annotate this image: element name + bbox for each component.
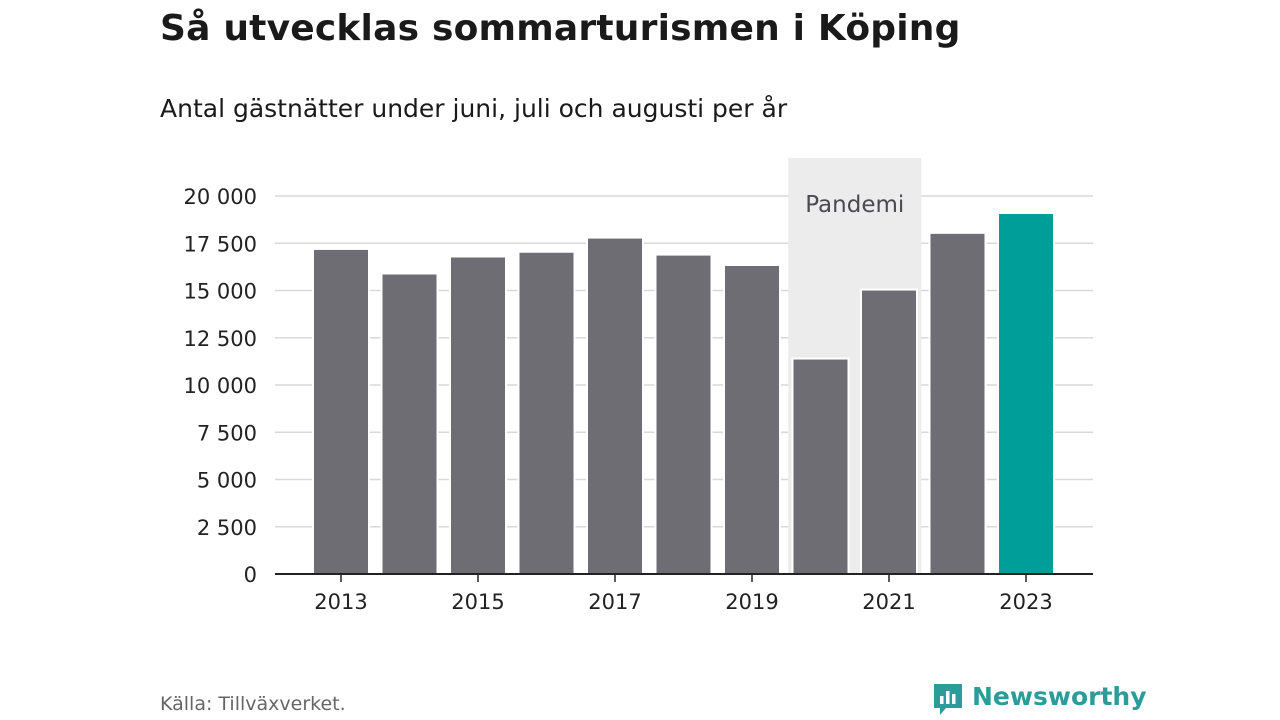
bar-2013 — [312, 247, 370, 575]
x-tick-label: 2017 — [588, 590, 641, 614]
newsworthy-logo-icon — [934, 684, 962, 715]
x-tick-label: 2015 — [451, 590, 504, 614]
y-tick-label: 17 500 — [184, 232, 257, 256]
brand-name: Newsworthy — [972, 682, 1147, 711]
x-tick-label: 2021 — [862, 590, 915, 614]
x-tick-label: 2019 — [725, 590, 778, 614]
bar-2022 — [928, 231, 987, 575]
x-tick-label: 2023 — [999, 590, 1052, 614]
bar-2015 — [449, 255, 507, 575]
y-tick-label: 2 500 — [197, 516, 257, 540]
bar-chart: Pandemi 0 2 500 5 000 7 500 10 000 12 500 15 00… — [184, 158, 1093, 614]
bar-2016 — [517, 250, 576, 575]
source-note: Källa: Tillväxverket. — [160, 693, 346, 715]
brand-logo[interactable]: Newsworthy — [932, 682, 1147, 720]
x-tick-label: 2013 — [314, 590, 367, 614]
y-tick-label: 15 000 — [184, 280, 257, 304]
chart-title: Så utvecklas sommarturismen i Köping — [160, 8, 961, 49]
pandemic-label: Pandemi — [805, 192, 904, 218]
y-tick-label: 7 500 — [197, 421, 257, 445]
bar-2019 — [723, 263, 781, 575]
y-tick-label: 10 000 — [184, 374, 257, 398]
bar-2021 — [860, 288, 918, 575]
y-tick-label: 12 500 — [184, 327, 257, 351]
bar-2014 — [380, 272, 439, 575]
y-tick-label: 0 — [244, 563, 257, 587]
bar-2017 — [586, 236, 644, 576]
bar-2018 — [654, 253, 713, 575]
y-tick-label: 5 000 — [197, 469, 257, 493]
y-tick-label: 20 000 — [184, 185, 257, 209]
bar-2020 — [791, 357, 850, 576]
chart-subtitle: Antal gästnätter under juni, juli och au… — [160, 94, 788, 123]
bar-2023 — [997, 212, 1055, 575]
